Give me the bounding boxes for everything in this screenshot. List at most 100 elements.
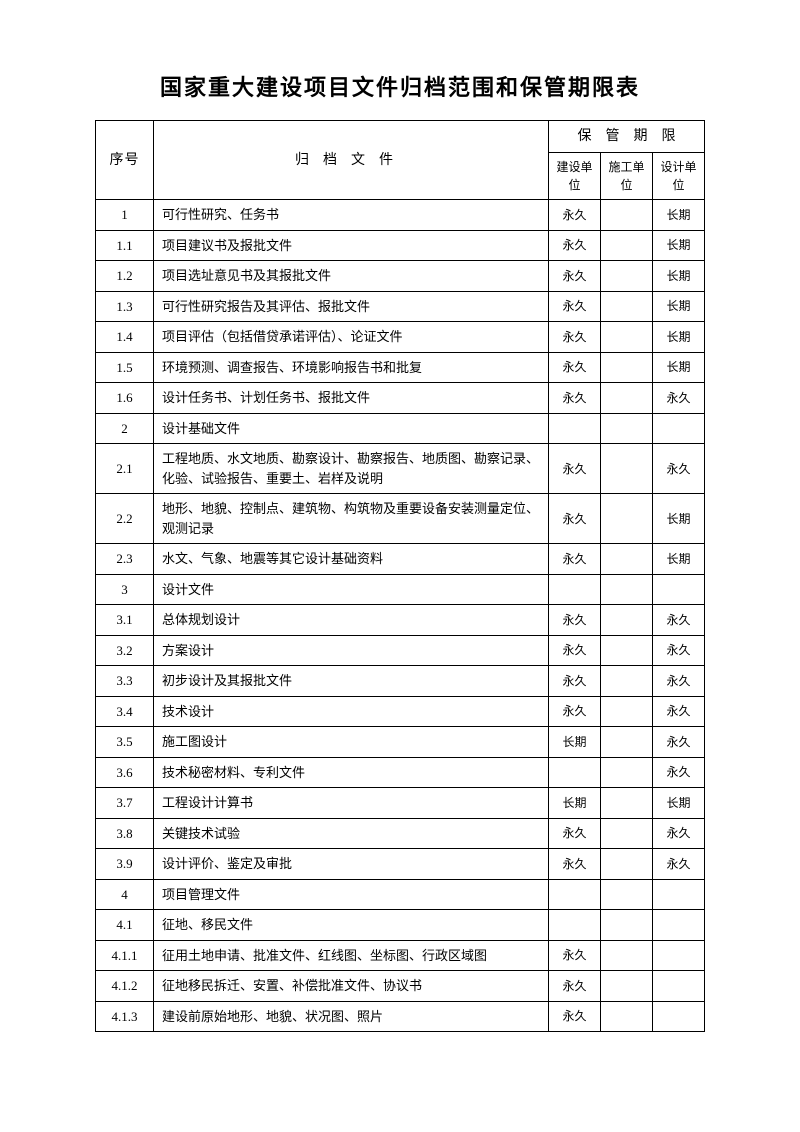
cell-doc: 征地、移民文件 <box>154 910 549 941</box>
cell-p3 <box>653 879 705 910</box>
table-row: 2.3水文、气象、地震等其它设计基础资料永久长期 <box>96 544 705 575</box>
cell-seq: 4.1 <box>96 910 154 941</box>
cell-doc: 环境预测、调查报告、环境影响报告书和批复 <box>154 352 549 383</box>
cell-p1: 永久 <box>549 666 601 697</box>
cell-seq: 4.1.3 <box>96 1001 154 1032</box>
table-row: 4.1.1征用土地申请、批准文件、红线图、坐标图、行政区域图永久 <box>96 940 705 971</box>
cell-p3 <box>653 910 705 941</box>
table-row: 3.5施工图设计长期永久 <box>96 727 705 758</box>
header-unit-1: 建设单位 <box>549 153 601 200</box>
cell-p3: 永久 <box>653 818 705 849</box>
table-row: 3设计文件 <box>96 574 705 605</box>
cell-p3: 长期 <box>653 261 705 292</box>
cell-doc: 工程地质、水文地质、勘察设计、勘察报告、地质图、勘察记录、化验、试验报告、重要土… <box>154 444 549 494</box>
cell-p3: 长期 <box>653 291 705 322</box>
cell-p1: 永久 <box>549 696 601 727</box>
cell-seq: 1.1 <box>96 230 154 261</box>
cell-p2 <box>601 352 653 383</box>
table-row: 3.2方案设计永久永久 <box>96 635 705 666</box>
cell-p1 <box>549 910 601 941</box>
cell-doc: 总体规划设计 <box>154 605 549 636</box>
cell-p2 <box>601 413 653 444</box>
table-row: 1.6设计任务书、计划任务书、报批文件永久永久 <box>96 383 705 414</box>
cell-p2 <box>601 849 653 880</box>
cell-doc: 可行性研究报告及其评估、报批文件 <box>154 291 549 322</box>
cell-p2 <box>601 200 653 231</box>
header-unit-2: 施工单位 <box>601 153 653 200</box>
cell-p1: 永久 <box>549 444 601 494</box>
table-row: 1.4项目评估（包括借贷承诺评估）、论证文件永久长期 <box>96 322 705 353</box>
cell-p2 <box>601 666 653 697</box>
cell-p3: 长期 <box>653 200 705 231</box>
cell-doc: 征用土地申请、批准文件、红线图、坐标图、行政区域图 <box>154 940 549 971</box>
cell-p1: 永久 <box>549 322 601 353</box>
cell-doc: 可行性研究、任务书 <box>154 200 549 231</box>
page-title: 国家重大建设项目文件归档范围和保管期限表 <box>95 70 705 102</box>
cell-p1: 长期 <box>549 788 601 819</box>
cell-seq: 2.2 <box>96 494 154 544</box>
table-row: 3.8关键技术试验永久永久 <box>96 818 705 849</box>
header-doc: 归档文件 <box>154 121 549 200</box>
table-row: 4.1征地、移民文件 <box>96 910 705 941</box>
cell-p2 <box>601 879 653 910</box>
cell-p2 <box>601 383 653 414</box>
table-row: 1可行性研究、任务书永久长期 <box>96 200 705 231</box>
cell-p2 <box>601 605 653 636</box>
cell-p3: 永久 <box>653 605 705 636</box>
cell-p1 <box>549 413 601 444</box>
cell-doc: 建设前原始地形、地貌、状况图、照片 <box>154 1001 549 1032</box>
cell-doc: 项目管理文件 <box>154 879 549 910</box>
cell-p2 <box>601 971 653 1002</box>
cell-seq: 3.7 <box>96 788 154 819</box>
cell-p2 <box>601 261 653 292</box>
cell-doc: 设计任务书、计划任务书、报批文件 <box>154 383 549 414</box>
cell-seq: 1 <box>96 200 154 231</box>
cell-doc: 初步设计及其报批文件 <box>154 666 549 697</box>
cell-p1: 永久 <box>549 383 601 414</box>
cell-doc: 方案设计 <box>154 635 549 666</box>
cell-doc: 地形、地貌、控制点、建筑物、构筑物及重要设备安装测量定位、观测记录 <box>154 494 549 544</box>
archive-table: 序号 归档文件 保 管 期 限 建设单位 施工单位 设计单位 1可行性研究、任务… <box>95 120 705 1032</box>
cell-p3 <box>653 574 705 605</box>
cell-doc: 工程设计计算书 <box>154 788 549 819</box>
cell-seq: 3.1 <box>96 605 154 636</box>
cell-p3: 永久 <box>653 757 705 788</box>
cell-p2 <box>601 635 653 666</box>
cell-p3: 长期 <box>653 788 705 819</box>
cell-p3: 永久 <box>653 849 705 880</box>
cell-p1: 永久 <box>549 352 601 383</box>
cell-seq: 3.5 <box>96 727 154 758</box>
cell-p2 <box>601 818 653 849</box>
cell-p2 <box>601 757 653 788</box>
cell-seq: 2.1 <box>96 444 154 494</box>
cell-p1 <box>549 757 601 788</box>
header-row-1: 序号 归档文件 保 管 期 限 <box>96 121 705 153</box>
cell-doc: 设计基础文件 <box>154 413 549 444</box>
cell-p1: 永久 <box>549 261 601 292</box>
table-row: 2.1工程地质、水文地质、勘察设计、勘察报告、地质图、勘察记录、化验、试验报告、… <box>96 444 705 494</box>
table-row: 3.4技术设计永久永久 <box>96 696 705 727</box>
cell-p3 <box>653 971 705 1002</box>
cell-p3 <box>653 940 705 971</box>
cell-seq: 3.2 <box>96 635 154 666</box>
cell-seq: 3.9 <box>96 849 154 880</box>
cell-p3: 长期 <box>653 322 705 353</box>
cell-doc: 项目建议书及报批文件 <box>154 230 549 261</box>
cell-p1: 永久 <box>549 544 601 575</box>
cell-p2 <box>601 788 653 819</box>
cell-doc: 项目选址意见书及其报批文件 <box>154 261 549 292</box>
cell-seq: 1.2 <box>96 261 154 292</box>
cell-p2 <box>601 727 653 758</box>
cell-p2 <box>601 940 653 971</box>
header-unit-3: 设计单位 <box>653 153 705 200</box>
cell-seq: 3.3 <box>96 666 154 697</box>
cell-doc: 项目评估（包括借贷承诺评估）、论证文件 <box>154 322 549 353</box>
cell-seq: 2 <box>96 413 154 444</box>
table-row: 1.2项目选址意见书及其报批文件永久 长期 <box>96 261 705 292</box>
cell-p1: 永久 <box>549 940 601 971</box>
cell-p3: 永久 <box>653 727 705 758</box>
table-row: 3.9设计评价、鉴定及审批永久永久 <box>96 849 705 880</box>
table-row: 4项目管理文件 <box>96 879 705 910</box>
cell-p3: 永久 <box>653 696 705 727</box>
cell-doc: 设计文件 <box>154 574 549 605</box>
